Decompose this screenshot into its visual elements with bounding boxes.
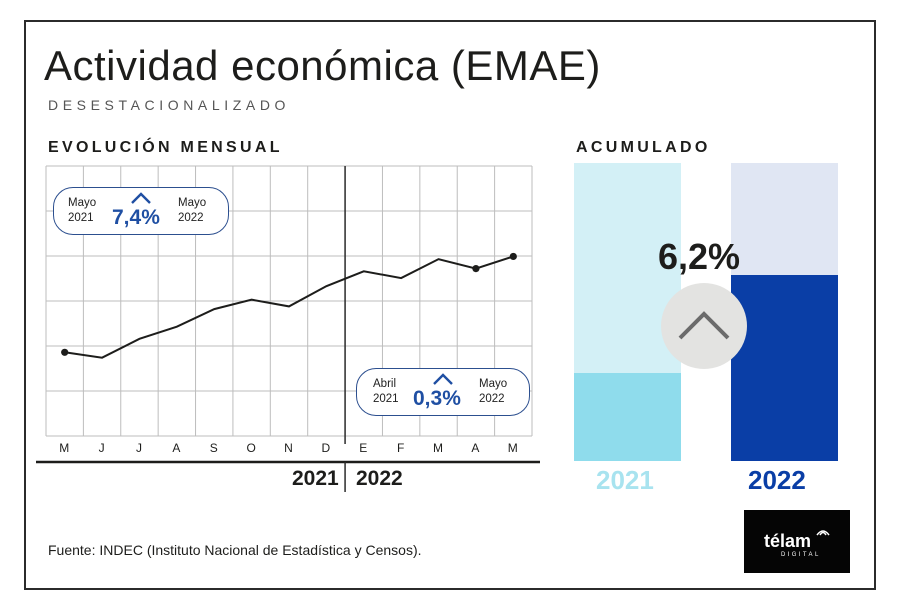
logo-wordmark: télam [764, 531, 812, 551]
chevron-up-icon [433, 373, 453, 385]
monthly-callout-to: Mayo 2022 [479, 378, 508, 405]
chevron-up-icon [678, 311, 730, 340]
annual-callout-to: Mayo 2022 [178, 197, 207, 224]
annual-callout-value: 7,4% [112, 206, 160, 229]
chart-series [61, 252, 517, 359]
page-subtitle: DESESTACIONALIZADO [48, 97, 291, 113]
x-tick-label: A [471, 441, 480, 455]
annual-variation-callout: Mayo 2021 7,4% Mayo 2022 [53, 187, 229, 235]
source-note: Fuente: INDEC (Instituto Nacional de Est… [48, 542, 422, 558]
x-tick-label: S [210, 441, 219, 455]
x-tick-label: O [246, 441, 256, 455]
logo-subtitle: DIGITAL [781, 552, 821, 558]
series-line [64, 255, 514, 359]
signal-icon [816, 530, 830, 536]
bar-2021 [574, 373, 681, 461]
bar-2022 [731, 274, 838, 461]
x-tick-label: A [172, 441, 181, 455]
series-point [61, 348, 69, 356]
x-tick-label: M [433, 441, 444, 455]
accumulated-section-title: ACUMULADO [576, 139, 711, 156]
x-tick-label: E [359, 441, 368, 455]
x-tick-label: N [284, 441, 294, 455]
x-tick-label: M [508, 441, 519, 455]
year-label-2022: 2022 [356, 467, 403, 490]
monthly-callout-from: Abril 2021 [373, 378, 399, 405]
series-point [509, 252, 517, 261]
accumulated-value: 6,2% [658, 236, 741, 277]
chart-axis [36, 166, 540, 492]
series-point [472, 265, 480, 273]
page-title: Actividad económica (EMAE) [44, 42, 601, 89]
x-tick-label: M [59, 441, 70, 455]
chevron-up-icon [131, 192, 151, 204]
x-tick-label: J [136, 441, 143, 455]
accumulated-circle [661, 283, 747, 369]
x-tick-label: J [99, 441, 106, 455]
x-tick-label: D [322, 441, 332, 455]
bar-label-2021: 2021 [596, 465, 654, 495]
x-tick-label: F [397, 441, 405, 455]
telam-logo: télam DIGITAL [744, 510, 850, 573]
monthly-variation-callout: Abril 2021 0,3% Mayo 2022 [356, 368, 530, 416]
bar-label-2022: 2022 [748, 465, 806, 495]
monthly-section-title: EVOLUCIÓN MENSUAL [48, 139, 283, 156]
year-label-2021: 2021 [292, 467, 339, 490]
monthly-callout-value: 0,3% [413, 387, 461, 410]
annual-callout-from: Mayo 2021 [68, 197, 97, 224]
